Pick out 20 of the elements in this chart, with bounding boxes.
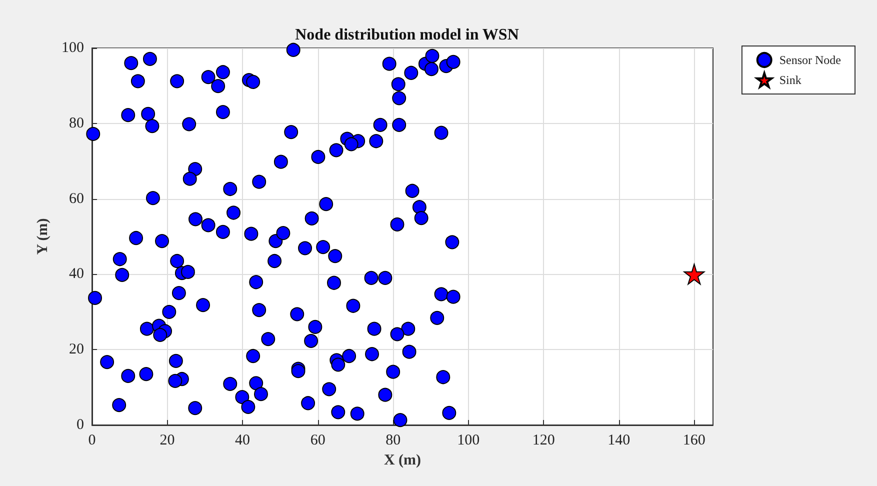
x-tick-label: 120 [532, 432, 555, 448]
y-tick-label: 40 [69, 266, 84, 282]
y-tick-label: 100 [62, 40, 84, 56]
chart-title: Node distribution model in WSN [295, 26, 520, 44]
y-axis-title: Y (m) [35, 218, 52, 255]
x-tick-label: 80 [386, 432, 401, 448]
legend-label: Sensor Node [779, 53, 842, 67]
x-tick-label: 40 [235, 432, 250, 448]
x-tick-label: 160 [682, 432, 706, 448]
y-tick-label: 0 [76, 417, 84, 433]
y-tick-label: 80 [69, 115, 84, 132]
x-tick-label: 0 [88, 432, 96, 448]
x-tick-label: 60 [310, 432, 326, 448]
x-axis-title: X (m) [384, 452, 422, 468]
legend-label: Sink [779, 73, 802, 87]
x-tick-label: 140 [608, 432, 630, 448]
y-tick-label: 20 [69, 342, 84, 358]
x-tick-label: 100 [457, 432, 480, 448]
y-tick-label: 60 [69, 190, 84, 207]
x-tick-label: 20 [160, 432, 175, 448]
